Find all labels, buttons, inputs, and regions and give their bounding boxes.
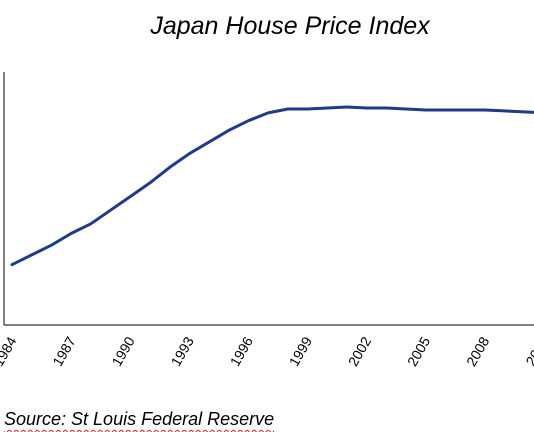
x-tick-labels: 1984 1987 1990 1993 1996 1999 2002 2005 2008 2011 [0,334,534,369]
source-note: Source: St Louis Federal Reserve [4,409,275,429]
chart-title: Japan House Price Index [150,12,430,40]
x-tick-label: 1996 [227,334,257,369]
x-tick-label: 1993 [167,334,197,369]
chart-axes [3,72,534,326]
x-tick-label: 2011 [522,334,534,368]
series-line-0 [10,105,534,267]
x-tick-label: 1984 [0,334,20,369]
series-layer [10,105,534,267]
x-tick-label: 1999 [286,334,316,369]
x-tick-label: 1987 [49,334,79,369]
x-tick-label: 1990 [108,334,138,369]
x-tick-label: 2005 [404,334,434,369]
x-tick-label: 2008 [463,334,493,369]
x-tick-label: 2002 [345,334,375,369]
